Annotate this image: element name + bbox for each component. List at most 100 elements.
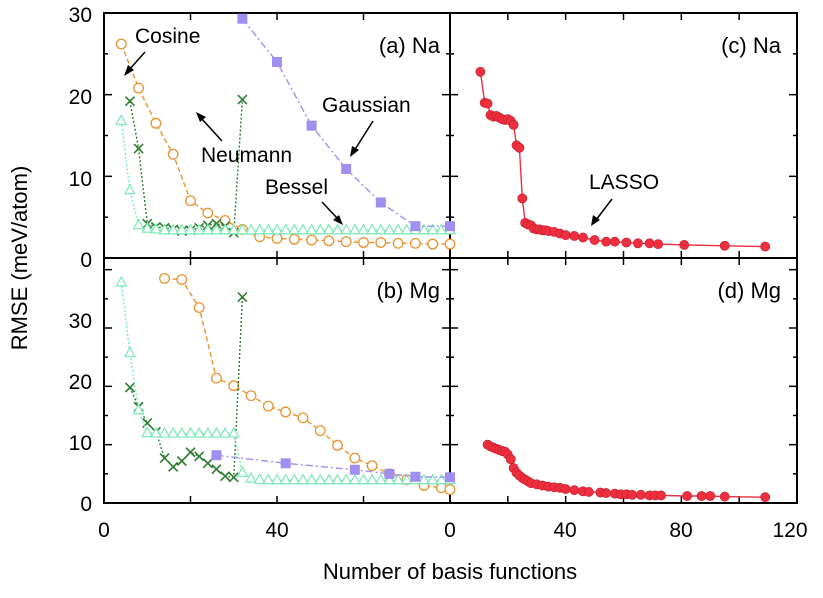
data-point-bessel-a	[236, 223, 249, 235]
arrow-lasso	[595, 198, 613, 221]
data-point-bessel-a	[184, 223, 197, 235]
data-point-bessel-b	[158, 426, 171, 438]
data-point-cosine-b	[176, 274, 188, 286]
data-point-lasso-c	[679, 240, 690, 250]
data-point-bessel-a	[193, 223, 206, 235]
data-point-cosine-b	[444, 484, 456, 496]
annotation-cosine: Cosine	[135, 25, 200, 48]
data-point-cosine-b	[314, 425, 326, 437]
data-point-bessel-a	[210, 223, 223, 235]
data-point-bessel-a	[305, 223, 318, 235]
data-point-lasso-d	[635, 489, 646, 500]
data-point-bessel-a	[426, 223, 439, 235]
data-point-lasso-c	[508, 119, 519, 130]
data-point-cosine-a	[444, 238, 456, 250]
data-point-bessel-b	[201, 426, 214, 438]
data-point-bessel-b	[175, 426, 188, 438]
data-point-neumann-b	[159, 453, 170, 464]
data-point-bessel-b	[253, 472, 266, 484]
data-point-bessel-a	[288, 223, 301, 235]
data-point-cosine-a	[271, 232, 283, 244]
data-point-bessel-b	[314, 473, 327, 485]
data-point-neumann-a	[237, 94, 248, 105]
data-point-bessel-a	[123, 183, 136, 195]
data-point-bessel-b	[322, 473, 335, 485]
data-point-bessel-a	[314, 223, 327, 235]
data-point-cosine-a	[202, 207, 214, 219]
data-point-neumann-b	[185, 447, 196, 458]
data-point-bessel-b	[115, 275, 128, 287]
y-axis-title: RMSE (meV/atom)	[7, 166, 32, 351]
series-line-lasso-d	[487, 444, 766, 498]
data-point-cosine-a	[288, 233, 300, 245]
data-point-lasso-c	[482, 98, 493, 109]
y-tick-label-b-20: 20	[69, 371, 92, 394]
data-point-cosine-b	[280, 406, 292, 418]
data-point-bessel-a	[158, 223, 171, 235]
data-point-lasso-c	[578, 232, 588, 243]
data-point-lasso-d	[760, 492, 771, 503]
x-tick-label-d-0: 0	[444, 519, 456, 542]
data-point-bessel-a	[435, 223, 448, 235]
data-point-bessel-b	[374, 473, 387, 485]
panel-label-c: (c) Na	[721, 33, 782, 58]
data-point-bessel-a	[115, 114, 128, 125]
data-point-cosine-b	[349, 452, 361, 464]
data-point-bessel-a	[219, 223, 232, 235]
arrowhead-bessel	[333, 215, 343, 225]
data-point-cosine-a	[358, 237, 369, 248]
y-tick-label-a-30: 30	[69, 4, 92, 27]
arrowhead-neumann	[196, 112, 206, 122]
data-point-cosine-a	[150, 117, 162, 129]
x-tick-label-d-40: 40	[553, 519, 576, 542]
data-point-bessel-a	[383, 223, 396, 235]
panel-label-d: (d) Mg	[717, 278, 781, 303]
y-tick-label-b-10: 10	[69, 432, 92, 455]
data-point-gaussian-a	[272, 57, 282, 67]
x-tick-label-d-120: 120	[772, 519, 807, 542]
panel-label-a: (a) Na	[379, 33, 441, 58]
data-point-bessel-a	[149, 222, 162, 234]
data-point-neumann-b	[228, 472, 239, 483]
data-point-neumann-b	[211, 464, 222, 475]
arrow-bessel	[321, 201, 339, 220]
arrowhead-gaussian	[350, 146, 359, 157]
data-point-bessel-a	[357, 223, 370, 235]
data-point-bessel-b	[262, 473, 275, 485]
data-point-cosine-b	[332, 439, 344, 451]
series-line-cosine-b	[164, 277, 451, 491]
data-point-bessel-b	[149, 426, 162, 438]
data-point-lasso-c	[475, 66, 486, 77]
data-point-lasso-d	[682, 491, 693, 501]
data-point-gaussian-b	[211, 450, 222, 461]
x-tick-label-d-80: 80	[669, 519, 692, 542]
data-point-bessel-a	[262, 223, 275, 235]
data-point-gaussian-a	[237, 13, 248, 24]
annotation-neumann: Neumann	[201, 144, 292, 167]
data-point-lasso-c	[719, 240, 730, 251]
data-point-bessel-b	[236, 465, 249, 477]
data-point-lasso-c	[760, 241, 771, 252]
data-point-bessel-b	[418, 473, 431, 485]
data-point-gaussian-a	[306, 120, 317, 131]
data-point-neumann-b	[124, 382, 136, 393]
data-point-bessel-a	[340, 223, 353, 235]
data-point-lasso-d	[583, 487, 594, 497]
series-line-neumann-b	[129, 297, 244, 479]
data-point-lasso-c	[633, 238, 643, 249]
data-point-cosine-b	[159, 272, 171, 284]
data-point-lasso-d	[719, 491, 730, 502]
data-point-bessel-b	[167, 426, 180, 438]
data-point-lasso-c	[560, 230, 571, 241]
y-tick-label-a-0: 0	[80, 249, 92, 272]
data-point-bessel-b	[288, 473, 301, 485]
annotation-lasso: LASSO	[589, 171, 659, 194]
arrow-gaussian	[353, 120, 374, 152]
data-point-neumann-a	[133, 143, 144, 154]
data-point-lasso-c	[609, 236, 620, 247]
panel-label-b: (b) Mg	[376, 278, 440, 303]
data-point-bessel-b	[141, 426, 154, 438]
data-point-cosine-b	[366, 460, 378, 472]
data-point-bessel-b	[270, 473, 284, 485]
data-point-neumann-b	[194, 451, 205, 462]
